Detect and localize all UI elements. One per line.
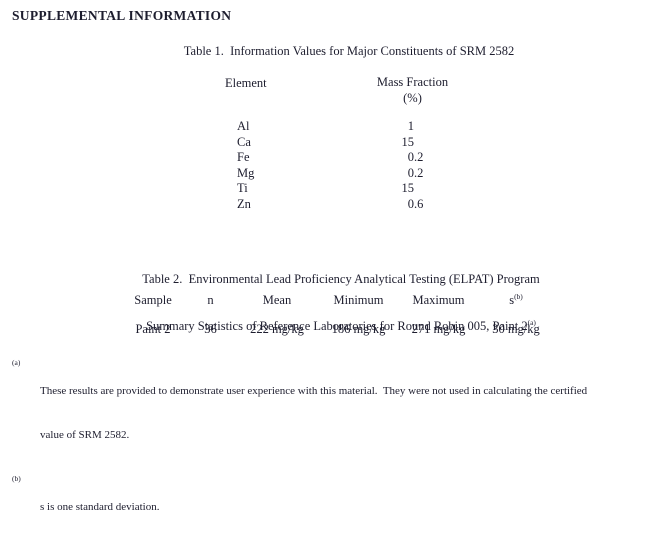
- table2-caption-line2: Summary Statistics of Reference Laborato…: [146, 317, 536, 333]
- table2-header-s: s(b): [509, 291, 523, 307]
- footnotes: (a) These results are provided to demons…: [12, 355, 660, 544]
- table-row: Al 1: [225, 119, 423, 135]
- table2: Sample n Mean Minimum Maximum s(b) Paint…: [118, 293, 551, 337]
- table-row: Zn 0.6: [225, 197, 423, 213]
- mass-fraction-cell: 0.6: [407, 196, 424, 211]
- mass-fraction-cell: 1: [407, 119, 414, 133]
- footnote-b: (b) s is one standard deviation.: [12, 471, 660, 544]
- s-cell: 30 mg/kg: [492, 321, 540, 336]
- table2-header-mean: Mean: [262, 293, 292, 307]
- table2-header-sample: Sample: [134, 293, 172, 307]
- table-row: Fe 0.2: [225, 150, 423, 166]
- element-cell: Mg: [237, 165, 255, 180]
- footnote-b-reference: (b): [514, 291, 523, 301]
- footnote-b-text: s is one standard deviation.: [40, 501, 160, 513]
- table2-header-row: Sample n Mean Minimum Maximum s(b): [118, 293, 551, 309]
- table2-caption-line1: Table 2. Environmental Lead Proficiency …: [142, 272, 540, 286]
- mass-fraction-cell: 0.2: [407, 165, 424, 180]
- table1-header-mass-fraction-unit: (%): [403, 90, 422, 105]
- table2-header-maximum: Maximum: [412, 293, 465, 307]
- footnote-b-marker: (b): [12, 474, 21, 483]
- footnote-a-marker: (a): [12, 358, 21, 367]
- footnote-a-reference: (a): [527, 317, 536, 327]
- mean-cell: 222 mg/kg: [250, 321, 304, 336]
- element-cell: Ca: [237, 134, 251, 149]
- document-page: { "page": { "title": "SUPPLEMENTAL INFOR…: [12, 8, 665, 513]
- element-cell: Al: [237, 119, 250, 133]
- table2-header-n: n: [207, 293, 214, 307]
- page-title: SUPPLEMENTAL INFORMATION: [12, 8, 232, 23]
- table-row: Mg 0.2: [225, 166, 423, 182]
- table2-header-minimum: Minimum: [333, 293, 384, 307]
- footnote-a-text: These results are provided to demonstrat…: [40, 385, 588, 441]
- table1-header-mass-fraction: Mass Fraction (%): [330, 75, 495, 106]
- table-row: Ca 15: [225, 135, 423, 151]
- minimum-cell: 186 mg/kg: [331, 321, 386, 336]
- table1-caption: Table 1. Information Values for Major Co…: [183, 44, 515, 58]
- element-cell: Ti: [237, 181, 248, 195]
- table-row: Paint 2 36 222 mg/kg 186 mg/kg 271 mg/kg…: [118, 322, 551, 338]
- maximum-cell: 271 mg/kg: [411, 321, 466, 336]
- footnote-a: (a) These results are provided to demons…: [12, 355, 660, 471]
- table-row: Ti 15: [225, 181, 423, 197]
- element-cell: Zn: [237, 196, 251, 211]
- table1-header-mass-fraction-label: Mass Fraction: [376, 75, 449, 89]
- table2-caption: Table 2. Environmental Lead Proficiency …: [17, 241, 665, 350]
- element-cell: Fe: [237, 150, 250, 164]
- table1-header-element: Element: [225, 76, 267, 90]
- sample-cell: Paint 2: [135, 321, 171, 336]
- mass-fraction-cell: 0.2: [407, 150, 424, 164]
- mass-fraction-cell: 15: [401, 134, 415, 149]
- mass-fraction-cell: 15: [401, 181, 415, 195]
- table1-body: Al 1 Ca 15 Fe 0.2 Mg 0.2 Ti 15 Zn 0.6: [225, 119, 423, 212]
- n-cell: 36: [204, 321, 217, 336]
